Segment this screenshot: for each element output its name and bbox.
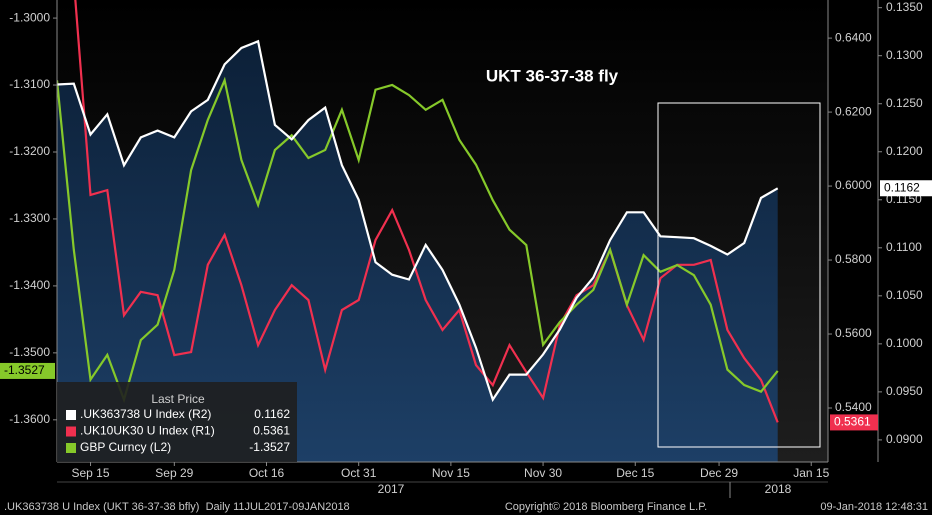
last-value-label: 0.5361 (834, 415, 871, 429)
last-value-label: -1.3527 (4, 363, 45, 377)
footer-bar (0, 498, 932, 515)
y-tick-label: 0.5600 (835, 326, 872, 340)
last-value-flag (0, 362, 55, 379)
x-tick-label: Nov 15 (432, 466, 470, 480)
y-tick-label: 0.1300 (886, 48, 923, 62)
legend-box (57, 382, 297, 462)
legend-label: GBP Curncy (L2) (80, 440, 171, 454)
legend-label: .UK10UK30 U Index (R1) (80, 424, 215, 438)
y-tick-label: 0.6000 (835, 178, 872, 192)
plot (57, 0, 779, 462)
y-tick-label: -1.3400 (9, 278, 50, 292)
x-tick-label: Sep 15 (71, 466, 109, 480)
legend-swatch (66, 426, 76, 437)
last-value-label: 0.1162 (884, 180, 920, 194)
x-tick-label: Jan 15 (793, 466, 829, 480)
y-tick-label: 0.1200 (886, 144, 923, 158)
y-tick-label: 0.6200 (835, 104, 872, 118)
y-tick-label: -1.3100 (9, 77, 50, 91)
legend-value: 0.1162 (254, 407, 290, 421)
y-tick-label: 0.6400 (835, 30, 872, 44)
y-tick-label: 0.1100 (886, 240, 922, 254)
y-tick-label: 0.1350 (886, 0, 923, 14)
y-tick-label: -1.3000 (9, 10, 50, 24)
x-tick-label: Sep 29 (155, 466, 193, 480)
x-tick-label: Nov 30 (524, 466, 562, 480)
x-tick-label: Dec 15 (616, 466, 654, 480)
y-tick-label: -1.3500 (9, 345, 50, 359)
chart-title: UKT 36-37-38 fly (486, 66, 619, 85)
y-tick-label: -1.3600 (9, 412, 50, 426)
footer-center: Copyright© 2018 Bloomberg Finance L.P. (505, 501, 707, 513)
y-tick-label: 0.1250 (886, 96, 923, 110)
legend: .UK363738 U Index (R2) 0.1162 .UK10UK30 U … (66, 407, 290, 454)
y-tick-label: 0.0900 (886, 432, 923, 446)
legend-title: Last Price (151, 392, 205, 406)
legend-value: 0.5361 (253, 424, 290, 438)
year-label: 2018 (765, 482, 792, 496)
y-tick-label: 0.5800 (835, 252, 872, 266)
year-label: 2017 (378, 482, 405, 496)
area (57, 41, 778, 462)
y-tick-label: 0.5400 (835, 400, 872, 414)
footer-right: 09-Jan-2018 12:48:31 (820, 501, 928, 513)
y-tick-label: -1.3200 (9, 144, 50, 158)
legend-swatch (66, 410, 76, 420)
y-tick-label: -1.3300 (9, 211, 50, 225)
y-tick-label: 0.0950 (886, 384, 923, 398)
footer-left: .UK363738 U Index (UKT 36-37-38 bfly) Da… (4, 501, 350, 513)
x-tick-label: Oct 31 (341, 466, 377, 480)
legend-swatch (66, 443, 76, 453)
y-tick-label: 0.1050 (886, 288, 923, 302)
legend-label: .UK363738 U Index (R2) (80, 407, 211, 421)
y-tick-label: 0.1000 (886, 336, 923, 350)
legend-value: -1.3527 (249, 440, 290, 454)
x-tick-label: Dec 29 (700, 466, 738, 480)
last-value-flag (830, 414, 878, 431)
last-value-flag (880, 180, 932, 197)
highlight-box (657, 102, 821, 448)
x-tick-label: Oct 16 (249, 466, 285, 480)
